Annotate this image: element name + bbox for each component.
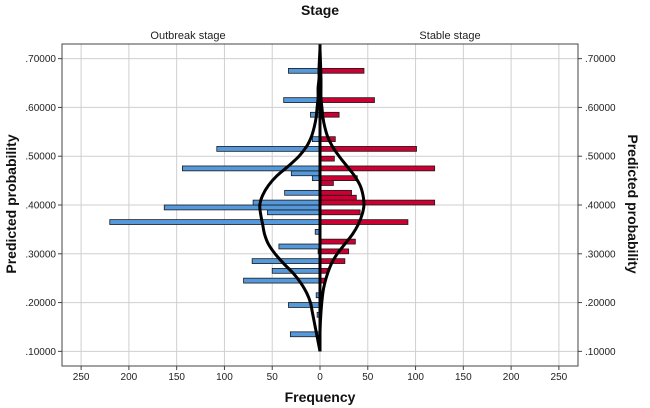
- y-tick-label-right: .20000: [585, 298, 616, 309]
- bar-outbreak: [163, 204, 321, 211]
- y-tick-label-left: .50000: [25, 152, 56, 163]
- bar-stable: [319, 199, 436, 206]
- x-axis-label: Frequency: [285, 389, 356, 405]
- bar-outbreak: [271, 268, 321, 274]
- y-tick-label-left: .10000: [25, 347, 56, 358]
- y-axis-label-left: Predicted probability: [3, 134, 19, 273]
- bar-stable: [319, 175, 358, 182]
- y-tick-label-right: .40000: [585, 201, 616, 212]
- bar-stable: [319, 219, 409, 225]
- x-tick-label: 250: [73, 372, 90, 383]
- y-tick-label-left: .70000: [25, 54, 56, 65]
- bar-outbreak: [251, 258, 321, 264]
- chart-title: Stage: [301, 2, 339, 18]
- density-curve-stable: [318, 48, 366, 352]
- bar-stable: [319, 248, 350, 255]
- bar-stable: [319, 97, 375, 103]
- x-tick-label: 100: [407, 372, 424, 383]
- bar-outbreak: [290, 170, 321, 177]
- bar-outbreak: [243, 277, 321, 284]
- x-tick-label: 200: [121, 372, 138, 383]
- y-tick-label-left: .30000: [25, 249, 56, 260]
- bar-outbreak: [181, 165, 321, 172]
- x-tick-label: 100: [216, 372, 233, 383]
- x-tick-label: 200: [503, 372, 520, 383]
- y-tick-label-right: .60000: [585, 103, 616, 114]
- bar-stable: [319, 67, 365, 74]
- panel-label-stable: Stable stage: [419, 30, 480, 42]
- y-tick-label-right: .10000: [585, 347, 616, 358]
- bar-outbreak: [283, 97, 321, 103]
- y-tick-label-left: .40000: [25, 201, 56, 212]
- y-tick-label-right: .30000: [585, 249, 616, 260]
- y-axis-label-right: Predicted probability: [625, 134, 641, 273]
- bar-stable: [319, 209, 361, 216]
- bar-stable: [319, 165, 436, 172]
- bar-outbreak: [284, 189, 321, 196]
- x-tick-label: 50: [362, 372, 374, 383]
- density-curve-outbreak: [258, 48, 322, 352]
- bar-outbreak: [109, 219, 321, 225]
- bar-outbreak: [267, 209, 321, 216]
- x-tick-label: 250: [551, 372, 568, 383]
- bar-outbreak: [288, 67, 321, 74]
- bar-outbreak: [278, 243, 321, 250]
- bar-outbreak: [288, 302, 321, 308]
- bar-stable: [319, 180, 334, 186]
- y-tick-label-right: .70000: [585, 54, 616, 65]
- y-tick-label-right: .50000: [585, 152, 616, 163]
- bar-outbreak: [252, 199, 321, 206]
- y-tick-label-left: .60000: [25, 103, 56, 114]
- bar-stable: [319, 194, 357, 201]
- bar-stable: [319, 155, 335, 162]
- x-tick-label: 50: [267, 372, 279, 383]
- x-tick-label: 0: [317, 372, 323, 383]
- bar-stable: [319, 189, 352, 196]
- y-tick-label-left: .20000: [25, 298, 56, 309]
- x-tick-label: 150: [168, 372, 185, 383]
- panel-label-outbreak: Outbreak stage: [150, 30, 225, 42]
- x-tick-label: 150: [455, 372, 472, 383]
